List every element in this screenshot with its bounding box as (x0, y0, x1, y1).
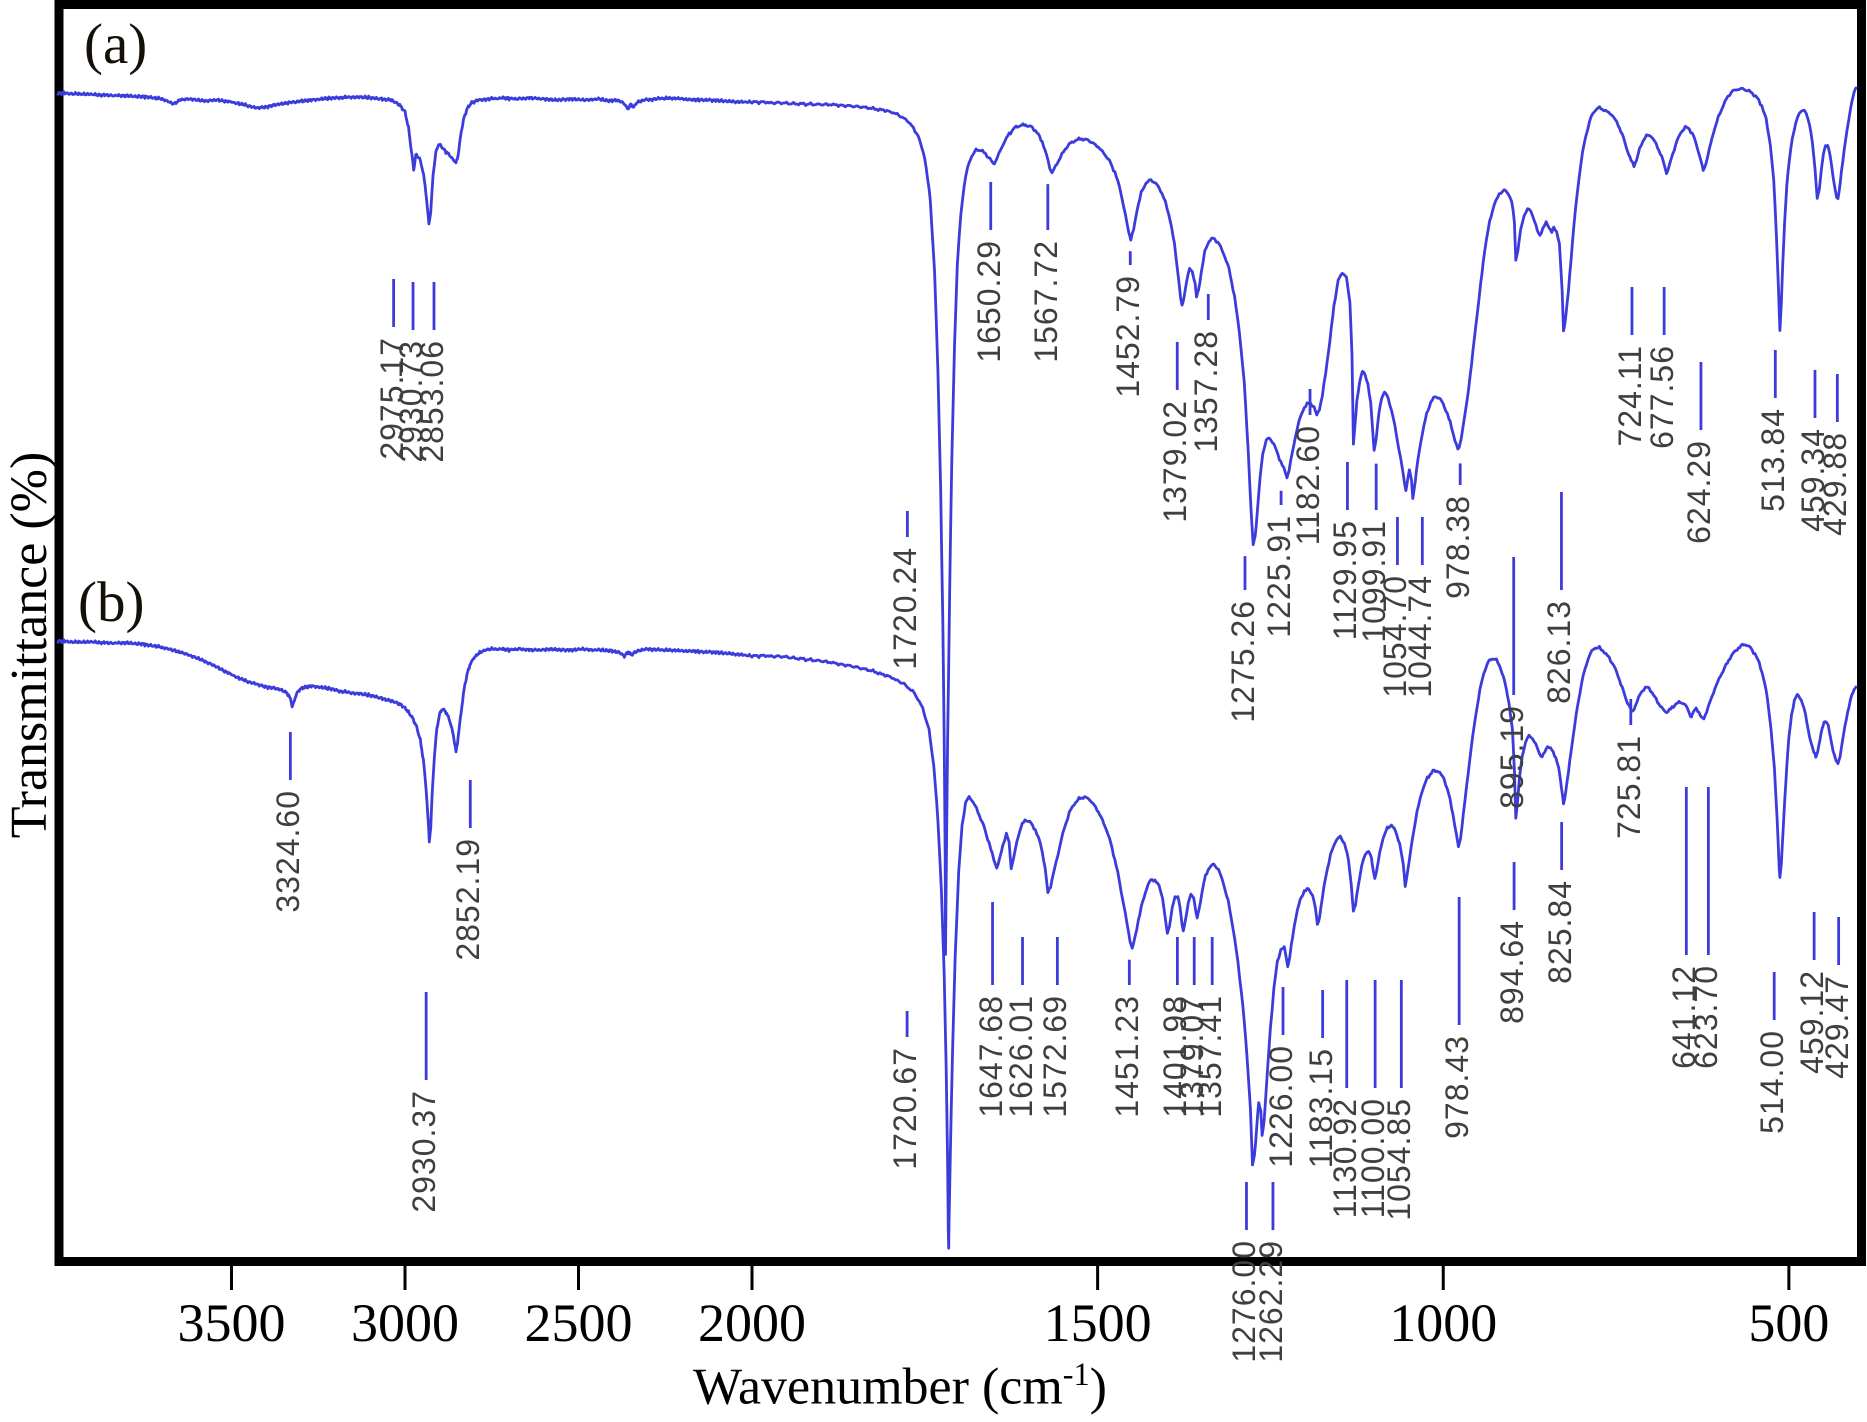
x-axis-tick-label: 3000 (351, 1293, 459, 1353)
peak-label: 1720.24 (887, 547, 924, 670)
x-axis-tick-label: 500 (1748, 1293, 1830, 1353)
peak-label: 1182.60 (1290, 425, 1327, 546)
peak-label: 1262.29 (1252, 1240, 1289, 1363)
x-axis-title-close: ) (1089, 1358, 1107, 1416)
spectrum-b-curve (56, 638, 1858, 1250)
peak-label: 1567.72 (1027, 240, 1064, 363)
peak-label: 724.11 (1611, 345, 1648, 447)
x-axis-title-superscript: -1 (1062, 1356, 1090, 1392)
x-axis-tick-label: 2500 (524, 1293, 633, 1353)
peak-label: 1275.26 (1224, 600, 1261, 723)
peak-label: 1357.28 (1188, 330, 1225, 453)
peak-label: 1451.23 (1109, 995, 1146, 1118)
peak-label: 514.00 (1754, 1030, 1791, 1134)
x-axis-title: Wavenumber (cm-1) (693, 1358, 1107, 1413)
peak-label: 1720.67 (887, 1047, 924, 1170)
peak-label: 1572.69 (1037, 995, 1074, 1118)
panel-label-a: (a) (84, 13, 148, 76)
x-axis-title-text: Wavenumber (cm (693, 1358, 1063, 1416)
peak-label: 894.64 (1494, 920, 1531, 1024)
peak-label: 677.56 (1644, 345, 1681, 449)
peak-label: 895.19 (1493, 705, 1530, 809)
peak-label: 2853.06 (413, 340, 450, 463)
peak-label: 429.88 (1817, 432, 1854, 536)
peak-label: 978.43 (1439, 1035, 1476, 1139)
plot-frame (54, 0, 1866, 1266)
x-axis-tick-label: 2000 (698, 1293, 806, 1353)
peak-label: 429.47 (1818, 975, 1855, 1079)
peak-label: 1626.01 (1002, 995, 1039, 1118)
peak-label: 978.38 (1440, 495, 1477, 599)
peak-label: 623.70 (1688, 965, 1725, 1069)
x-axis-tick-label: 1000 (1389, 1293, 1498, 1353)
panel-label-b: (b) (78, 571, 145, 634)
x-axis-tick-label: 1500 (1043, 1293, 1152, 1353)
peak-label: 1452.79 (1110, 275, 1147, 398)
peak-label: 1044.74 (1402, 575, 1439, 698)
peak-label: 624.29 (1680, 440, 1717, 544)
peak-label: 1054.85 (1381, 1098, 1418, 1221)
peak-label: 1650.29 (970, 240, 1007, 363)
peak-label: 2852.19 (450, 838, 487, 961)
peak-label: 3324.60 (270, 790, 307, 913)
peak-label: 826.13 (1541, 600, 1578, 704)
peak-label: 825.84 (1541, 880, 1578, 984)
peak-label: 1357.41 (1192, 995, 1229, 1118)
peak-label: 2930.37 (406, 1090, 443, 1213)
peak-label: 1226.00 (1263, 1045, 1300, 1168)
peak-label: 513.84 (1755, 408, 1792, 512)
x-axis-tick-label: 3500 (177, 1293, 286, 1353)
y-axis-title: Transmittance (%) (1, 451, 58, 839)
peak-label: 725.81 (1610, 735, 1647, 839)
spectrum-a-curve (56, 86, 1858, 956)
